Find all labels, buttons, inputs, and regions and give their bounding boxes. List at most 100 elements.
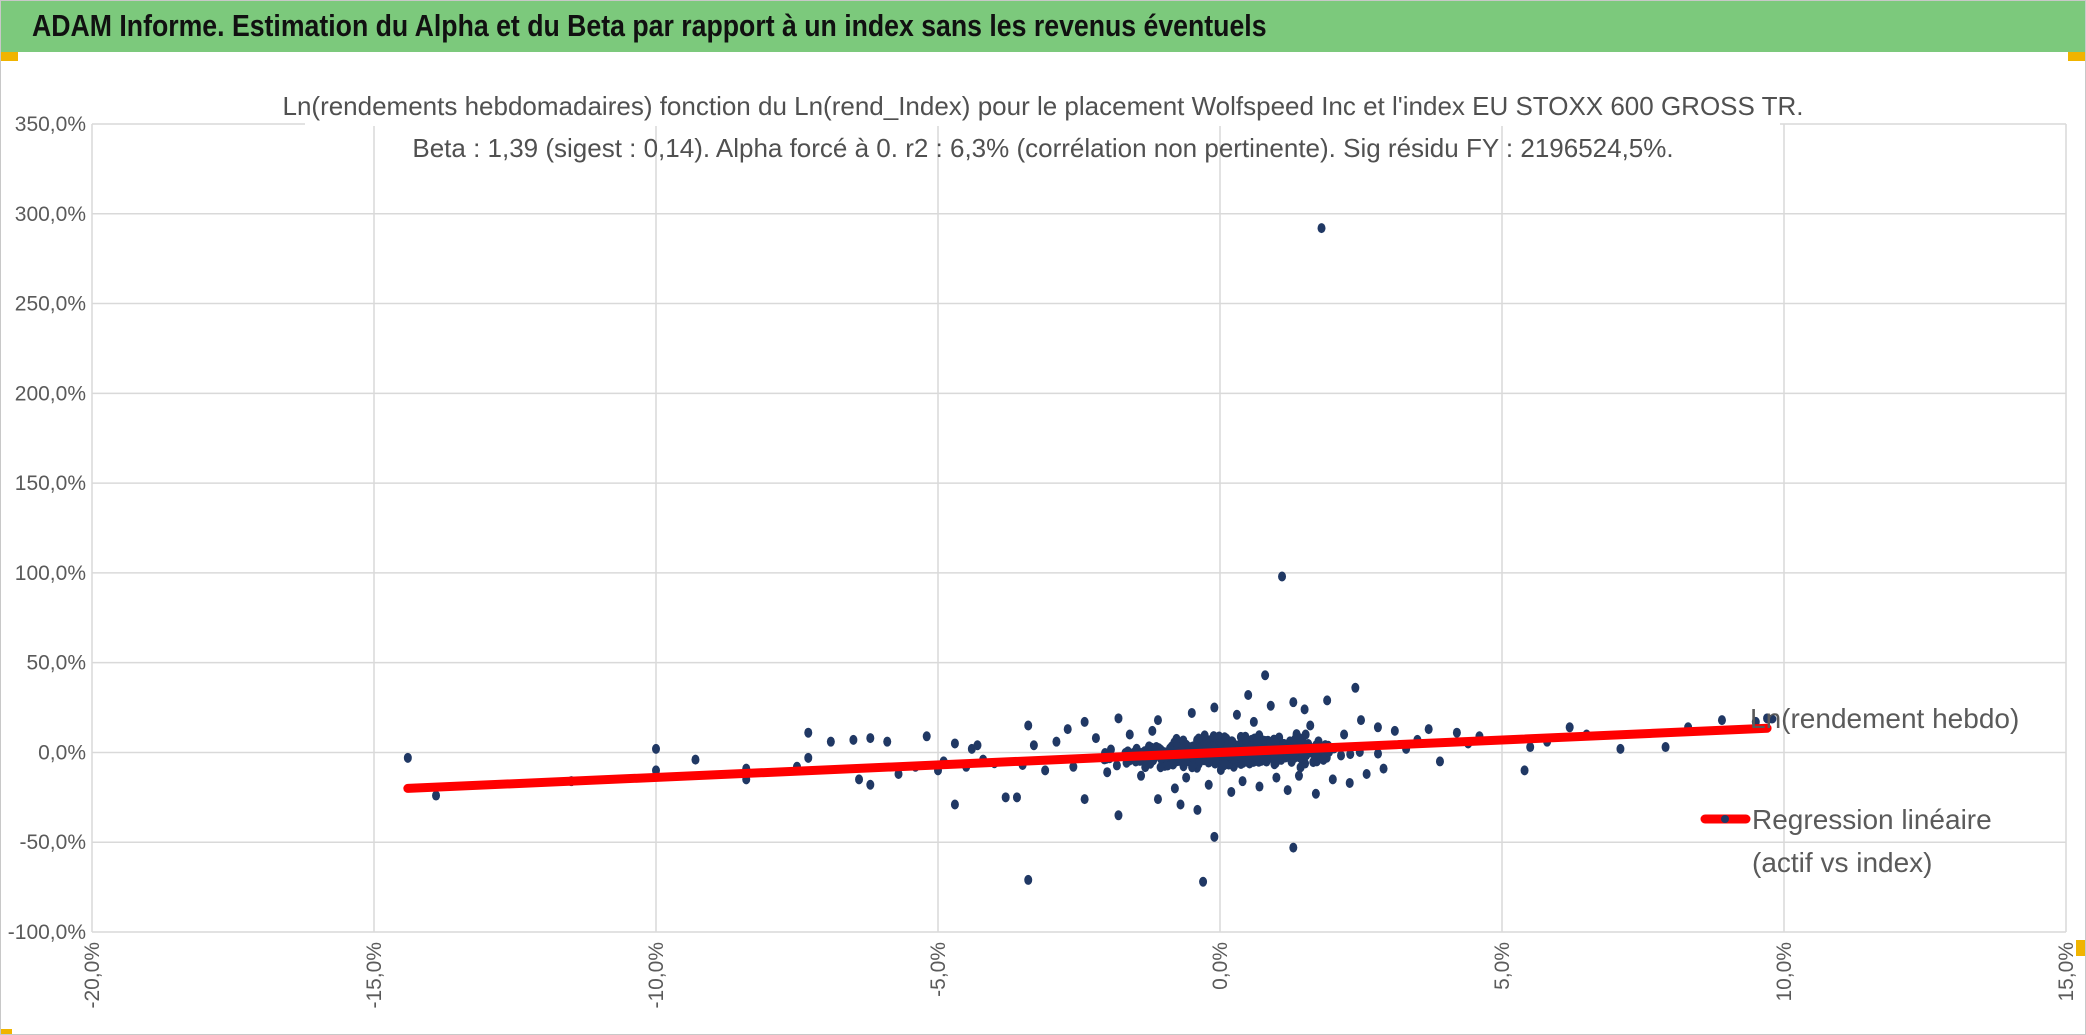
data-point (1565, 722, 1574, 733)
x-tick-label: -10,0% (645, 942, 668, 1009)
data-point (1114, 810, 1123, 821)
y-tick-label: -100,0% (8, 921, 86, 944)
data-point (1278, 571, 1287, 582)
data-point (1080, 716, 1089, 727)
data-point (1345, 777, 1354, 788)
data-point (1255, 781, 1264, 792)
data-point (1300, 704, 1309, 715)
corner-marker (0, 1029, 12, 1035)
regression-line (403, 723, 1772, 793)
scatter-points (403, 223, 1772, 887)
data-point (1291, 734, 1300, 745)
y-tick-label: 300,0% (15, 203, 86, 226)
data-point (1312, 751, 1321, 762)
data-point (1390, 725, 1399, 736)
data-point (1289, 842, 1298, 853)
data-point (1272, 772, 1281, 783)
y-tick-label: 350,0% (15, 113, 86, 136)
y-tick-label: 200,0% (15, 382, 86, 405)
data-point (1526, 742, 1535, 753)
x-tick-label: -5,0% (927, 942, 950, 997)
legend-label-regression-line2: (actif vs index) (1752, 847, 1933, 878)
report-title: ADAM Informe. Estimation du Alpha et du … (32, 8, 1267, 43)
data-point (1249, 716, 1258, 727)
data-point (1337, 750, 1346, 761)
data-point (1069, 761, 1078, 772)
legend: Ln(rendement hebdo) Regression linéaire … (1700, 703, 2019, 878)
data-point (1199, 876, 1208, 887)
data-point (1452, 727, 1461, 738)
y-tick-label: -50,0% (19, 831, 86, 854)
data-point (1001, 792, 1010, 803)
data-point (1520, 765, 1529, 776)
y-tick-label: 50,0% (26, 652, 86, 675)
data-point (1080, 794, 1089, 805)
data-point (691, 754, 700, 765)
data-point (1012, 792, 1021, 803)
data-point (1328, 774, 1337, 785)
data-point (652, 743, 660, 754)
data-point (1373, 722, 1382, 733)
data-point (1301, 729, 1310, 740)
data-point (403, 752, 412, 763)
data-point (1661, 742, 1670, 753)
data-point (1194, 733, 1203, 744)
legend-marker-scatter (1767, 714, 1777, 724)
data-point (1209, 731, 1218, 742)
data-point (1424, 724, 1433, 735)
data-point (1112, 760, 1121, 771)
x-tick-label: 15,0% (2055, 942, 2078, 1002)
data-point (1220, 758, 1229, 769)
data-point (1379, 763, 1388, 774)
x-axis-ticks: -20,0% -15,0% -10,0% -5,0% 0,0% 5,0% 10,0% 15,0… (81, 942, 2078, 1009)
data-point (1296, 762, 1305, 773)
data-point (1041, 765, 1050, 776)
x-tick-label: -20,0% (81, 942, 104, 1009)
data-point (1176, 799, 1185, 810)
data-point (922, 731, 931, 742)
data-point (1294, 770, 1303, 781)
data-point (849, 734, 858, 745)
y-axis-ticks: -100,0% -50,0% 0,0% 50,0% 100,0% 150,0% 200,0%… (8, 113, 86, 944)
data-point (1114, 713, 1123, 724)
data-point (1153, 715, 1162, 726)
scatter-chart: -100,0% -50,0% 0,0% 50,0% 100,0% 150,0% 200,0%… (8, 84, 2078, 1009)
data-point (1717, 715, 1726, 726)
chart-title: Ln(rendements hebdomadaires) fonction du… (282, 91, 1803, 121)
y-tick-label: 100,0% (15, 562, 86, 585)
data-point (855, 774, 864, 785)
x-tick-label: 5,0% (1491, 942, 1514, 990)
data-point (1232, 709, 1241, 720)
data-point (1311, 788, 1320, 799)
data-point (1063, 724, 1072, 735)
x-tick-label: 0,0% (1209, 942, 1232, 990)
data-point (1346, 749, 1355, 760)
data-point (1195, 755, 1204, 766)
data-point (1168, 759, 1177, 770)
data-point (1374, 748, 1383, 759)
data-point (1024, 720, 1033, 731)
data-point (1253, 735, 1262, 746)
data-point (1340, 729, 1349, 740)
data-point (1244, 689, 1253, 700)
data-point (1435, 756, 1444, 767)
regression-line-group (403, 723, 1772, 793)
data-point (1200, 730, 1209, 741)
data-point (1616, 743, 1625, 754)
data-point (1103, 767, 1112, 778)
data-point (1210, 702, 1219, 713)
data-point (1091, 733, 1100, 744)
data-point (1187, 707, 1196, 718)
title-backdrop (305, 84, 1780, 126)
legend-marker-regression-dot (1721, 815, 1729, 823)
data-point (967, 743, 976, 754)
data-point (1238, 776, 1247, 787)
chart-title-group: Ln(rendements hebdomadaires) fonction du… (282, 84, 1804, 163)
data-point (1227, 786, 1236, 797)
data-point (1052, 736, 1061, 747)
data-point (1266, 737, 1275, 748)
data-point (1283, 785, 1292, 796)
data-point (1170, 783, 1179, 794)
data-point (950, 738, 959, 749)
data-point (1323, 695, 1332, 706)
